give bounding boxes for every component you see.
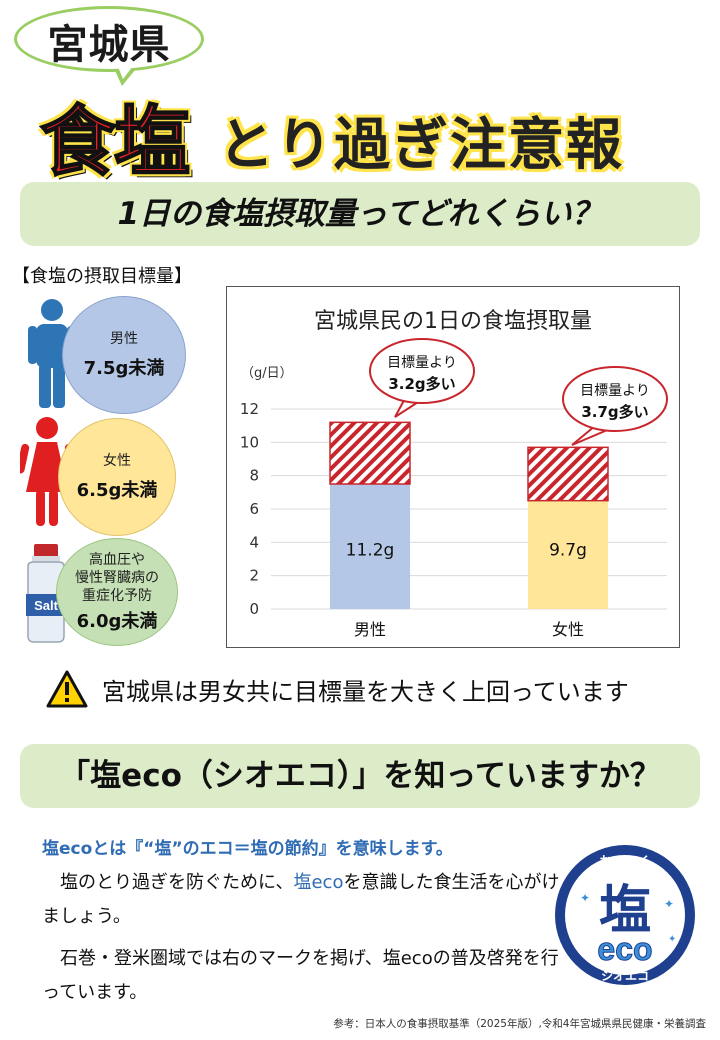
warning-icon bbox=[46, 670, 88, 708]
chart-ytick-label: 0 bbox=[249, 600, 259, 618]
logo-eco-text: eco bbox=[597, 931, 652, 967]
target-female-value: 6.5g未満 bbox=[76, 480, 158, 501]
section-heading-intake: 1日の食塩摂取量ってどれくらい？ bbox=[20, 182, 700, 246]
callout-line2: 3.2g多い bbox=[388, 375, 455, 393]
target-male-label: 男性 bbox=[110, 331, 138, 347]
salt-shaker-icon: Salt bbox=[26, 544, 66, 643]
callout-line2: 3.7g多い bbox=[581, 403, 648, 421]
target-male: 男性 7.5g未満 bbox=[62, 296, 186, 414]
eco-p1-text-c: を意識した食生活を心がけましょう。 bbox=[42, 872, 560, 927]
chart-category-label: 男性 bbox=[354, 620, 386, 639]
warning-text: 宮城県は男女共に目標量を大きく上回っています bbox=[102, 677, 629, 706]
chart-ytick-label: 8 bbox=[249, 467, 259, 485]
shioeco-logo: おいしく 塩 eco シオエコ ✦ ✦ ✦ bbox=[555, 845, 695, 985]
logo-main-text: 塩 bbox=[599, 881, 651, 941]
sparkle-icon: ✦ bbox=[664, 897, 674, 911]
target-female: 女性 6.5g未満 bbox=[58, 418, 176, 536]
logo-top-text: おいしく bbox=[599, 855, 651, 870]
eco-p1-highlight: 塩eco bbox=[293, 872, 344, 893]
section-heading-shioeco: 「塩eco（シオエコ）」を知っていますか？ bbox=[20, 744, 700, 808]
target-label: 【食塩の摂取目標量】 bbox=[12, 266, 192, 287]
male-icon bbox=[28, 299, 76, 408]
logo-bottom-text: シオエコ bbox=[601, 969, 649, 983]
reference-note: 参考：日本人の食事摂取基準（2025年版）,令和4年宮城県県民健康・栄養調査 bbox=[333, 1018, 706, 1030]
sparkle-icon: ✦ bbox=[580, 891, 590, 905]
eco-paragraph-1: 塩のとり過ぎを防ぐために、塩ecoを意識した食生活を心がけましょう。 bbox=[42, 866, 562, 934]
callout-bubble bbox=[369, 338, 475, 404]
title-salt: 食塩 bbox=[39, 96, 191, 187]
callout-line1: 目標量より bbox=[387, 355, 457, 371]
chart-bar-base bbox=[528, 500, 608, 609]
chart-ytick-label: 10 bbox=[240, 433, 259, 451]
chart-ytick-label: 12 bbox=[240, 400, 259, 418]
chart-ytick-label: 4 bbox=[249, 533, 259, 551]
chart-bar-excess bbox=[527, 446, 609, 502]
target-disease-line3: 重症化予防 bbox=[82, 588, 152, 604]
title-warning: とり過ぎ注意報 bbox=[218, 113, 624, 178]
chart-plot: （g/日） 0 2 4 6 8 10 12 11.2g 男性 9.7g 女性 目標量より 3.2g多… bbox=[240, 338, 668, 639]
chart-bar-excess bbox=[329, 421, 411, 485]
callout-line1: 目標量より bbox=[580, 383, 650, 399]
chart-ytick-label: 6 bbox=[249, 500, 259, 518]
target-female-label: 女性 bbox=[103, 453, 131, 469]
eco-p1-text-a: 塩のとり過ぎを防ぐために、 bbox=[42, 872, 294, 893]
prefecture-name: 宮城県 bbox=[47, 22, 171, 68]
chart-ytick-label: 2 bbox=[249, 567, 259, 585]
target-disease-line1: 高血圧や bbox=[89, 552, 145, 568]
eco-lead: 塩ecoとは『“塩”のエコ＝塩の節約』を意味します。 bbox=[42, 839, 453, 859]
salt-label: Salt bbox=[34, 598, 59, 613]
warning-row: 宮城県は男女共に目標量を大きく上回っています bbox=[46, 670, 629, 708]
eco-paragraph-2: 石巻・登米圏域では右のマークを掲げ、塩ecoの普及啓発を行っています。 bbox=[42, 948, 559, 1003]
chart-title: 宮城県民の1日の食塩摂取量 bbox=[314, 309, 592, 334]
chart-value-label: 9.7g bbox=[549, 541, 587, 561]
target-disease-prevention: 高血圧や 慢性腎臓病の 重症化予防 6.0g未満 bbox=[56, 538, 178, 646]
chart-ylabel: （g/日） bbox=[241, 366, 293, 381]
chart-value-label: 11.2g bbox=[346, 541, 395, 561]
salt-intake-chart: 宮城県民の1日の食塩摂取量 （g/日） 0 2 4 6 8 10 12 11.2g 男性 9.7… bbox=[226, 286, 680, 648]
target-disease-line2: 慢性腎臓病の bbox=[75, 570, 159, 586]
target-male-value: 7.5g未満 bbox=[83, 358, 165, 379]
target-disease-value: 6.0g未満 bbox=[76, 611, 158, 632]
chart-bar-base bbox=[330, 484, 410, 609]
sparkle-icon: ✦ bbox=[668, 934, 676, 945]
chart-category-label: 女性 bbox=[552, 620, 584, 639]
callout-bubble bbox=[562, 366, 668, 432]
